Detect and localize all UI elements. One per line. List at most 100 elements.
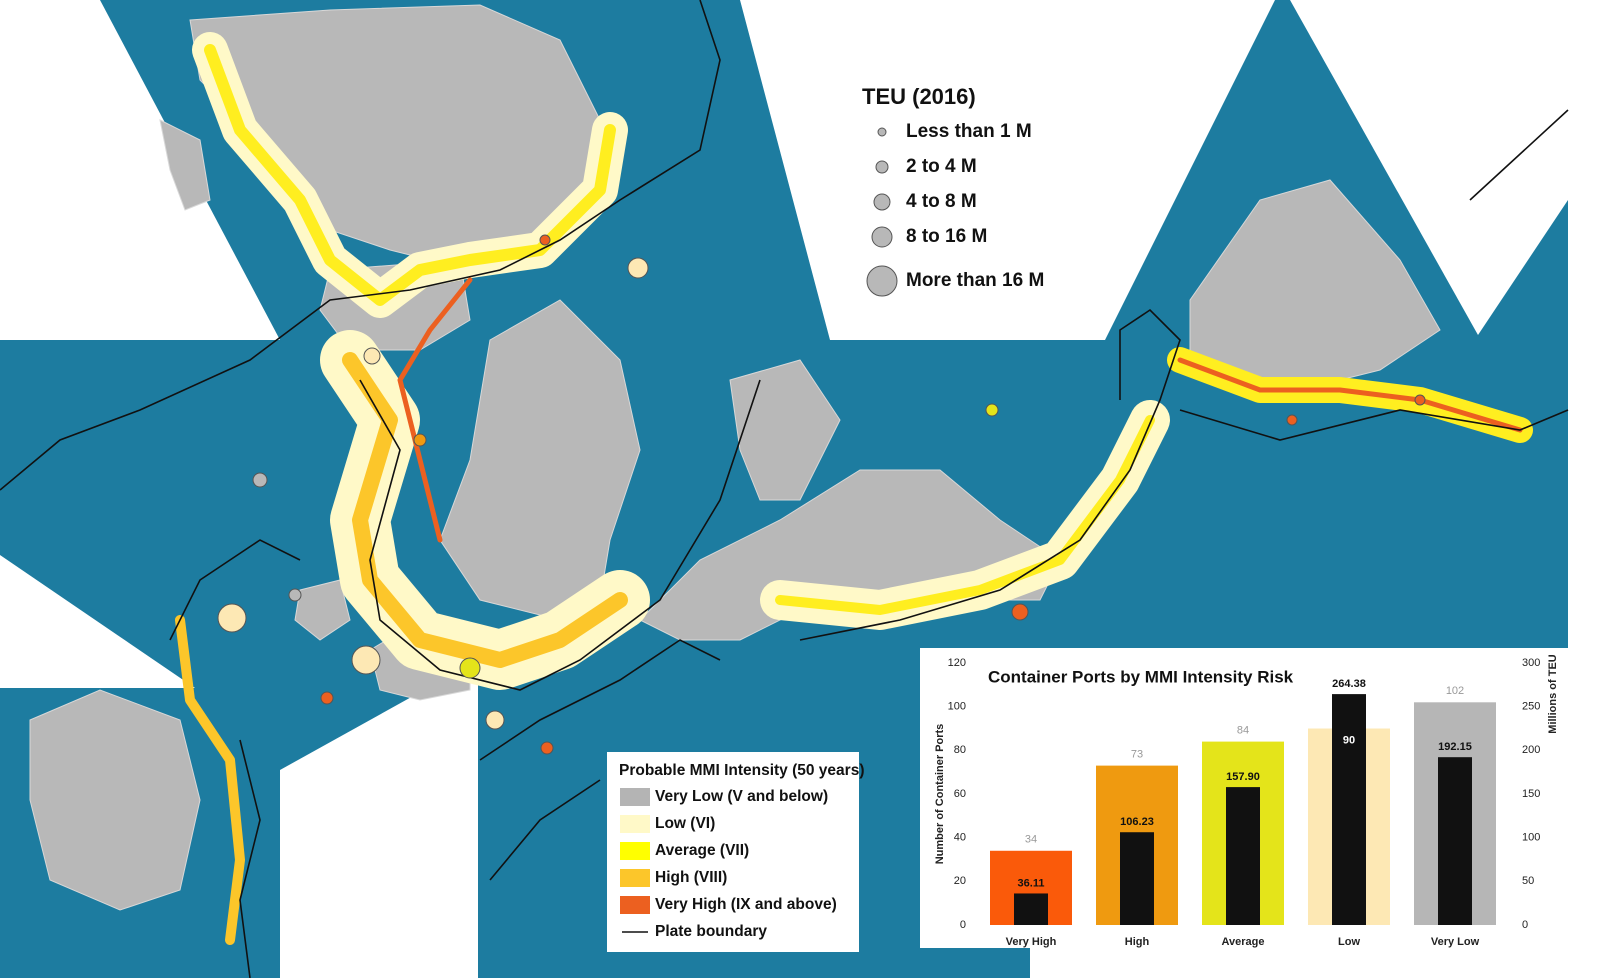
mmi-legend-label: Very High (IX and above) [655,896,837,913]
mmi-legend-label: High (VIII) [655,869,727,886]
hazard-zone [775,415,1155,615]
x-tick-label: High [1125,936,1150,948]
y-tick-label: 120 [948,657,966,669]
y2-tick-label: 300 [1522,657,1540,669]
teu-label: 264.38 [1332,678,1366,690]
bar-chart: Container Ports by MMI Intensity Risk Nu… [920,648,1568,948]
land [159,119,211,211]
port [1011,603,1029,621]
teu-label: 106.23 [1120,816,1154,828]
x-tick-label: Low [1338,936,1360,948]
y2-tick-label: 150 [1522,788,1540,800]
x-tick-label: Very Low [1431,936,1480,948]
mmi-legend-swatch [620,815,650,833]
y2-tick-label: 200 [1522,744,1540,756]
mmi-legend-swatch [620,788,650,806]
port [288,588,302,602]
map-gap [740,0,1275,340]
port [1286,414,1298,426]
mmi-legend-title: Probable MMI Intensity (50 years) [619,762,865,779]
teu-label: 192.15 [1438,741,1472,753]
port [627,257,649,279]
teu-bar [1014,893,1048,925]
port-count-label: 102 [1446,685,1464,697]
y-axis-label: Number of Container Ports [934,724,946,865]
y2-tick-label: 50 [1522,875,1534,887]
port [363,347,381,365]
port-count-label: 90 [1343,734,1355,746]
land [29,689,201,911]
teu-legend: TEU (2016) Less than 1 M 2 to 4 M 4 to 8 M… [862,84,1044,297]
x-tick-label: Average [1221,936,1264,948]
mmi-legend-swatch [620,842,650,860]
teu-bar [1438,757,1472,925]
map-gap [1290,0,1568,335]
teu-bar [1332,694,1366,925]
port [485,710,505,730]
land [294,579,351,641]
teu-legend-symbol [877,127,887,137]
port [351,645,381,675]
teu-bar [1120,832,1154,925]
plate-boundary [799,308,1181,641]
plate-boundary [479,639,721,881]
port [539,234,551,246]
port [985,403,999,417]
plate-boundary [1179,109,1569,441]
y2-axis-label: Millions of TEU [1547,654,1559,733]
hazard-zone [397,277,473,543]
mmi-legend-label: Plate boundary [655,923,767,940]
port [217,603,247,633]
land [729,359,841,501]
plate-boundary [0,0,721,491]
y2-tick-label: 0 [1522,919,1528,931]
mmi-legend-label: Average (VII) [655,842,749,859]
port [413,433,427,447]
y-tick-label: 40 [954,832,966,844]
teu-legend-symbol [866,265,898,297]
teu-label: 36.11 [1018,877,1045,889]
port-count-label: 34 [1025,834,1037,846]
port [252,472,268,488]
chart-title: Container Ports by MMI Intensity Risk [988,667,1294,686]
hazard-zone [342,352,628,668]
map-gap [280,660,478,978]
port [1414,394,1426,406]
hazard-zones [175,32,1533,945]
teu-legend-label: More than 16 M [906,270,1044,291]
port-count-label: 84 [1237,725,1249,737]
y-tick-label: 0 [960,919,966,931]
teu-legend-symbol [873,193,891,211]
y-tick-label: 20 [954,875,966,887]
teu-legend-title: TEU (2016) [862,84,976,109]
port [540,741,554,755]
teu-legend-label: 8 to 16 M [906,226,987,247]
mmi-legend: Probable MMI Intensity (50 years) Very L… [607,752,865,952]
map-gap [0,555,195,688]
hazard-zone [1177,357,1523,433]
teu-label: 157.90 [1226,771,1260,783]
plate-boundary [359,379,761,691]
y2-tick-label: 100 [1522,832,1540,844]
teu-legend-label: Less than 1 M [906,121,1032,142]
hazard-zone [204,44,616,306]
map-gap [1030,948,1568,978]
teu-legend-symbol [871,226,893,248]
mmi-legend-label: Low (VI) [655,815,715,832]
plate-boundary [169,539,301,978]
hazard-zone [175,615,245,945]
y2-tick-label: 250 [1522,701,1540,713]
mmi-legend-swatch [620,869,650,887]
y-tick-label: 60 [954,788,966,800]
teu-legend-label: 2 to 4 M [906,156,977,177]
mmi-legend-label: Very Low (V and below) [655,788,828,805]
y-tick-label: 80 [954,744,966,756]
teu-legend-label: 4 to 8 M [906,191,977,212]
ports [217,234,1426,755]
port-count-label: 73 [1131,749,1143,761]
x-tick-label: Very High [1006,936,1057,948]
teu-legend-symbol [875,160,889,174]
teu-bar [1226,787,1260,925]
